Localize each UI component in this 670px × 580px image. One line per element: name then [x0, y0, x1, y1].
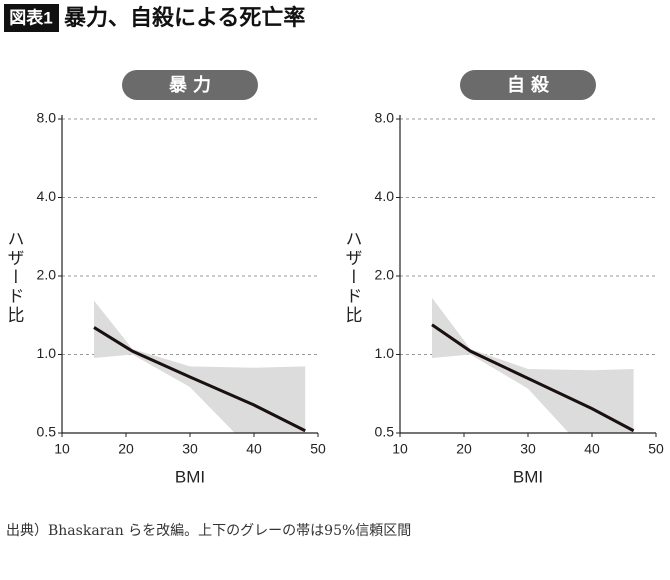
- y-tick-label: 1.0: [37, 345, 57, 361]
- x-tick-label: 30: [520, 441, 536, 457]
- badge: 図表1: [9, 7, 52, 27]
- y-tick-label: 8.0: [375, 110, 395, 126]
- panel-title: 暴力: [169, 75, 217, 95]
- x-tick-label: 40: [246, 441, 262, 457]
- y-tick-label: 0.5: [37, 424, 57, 440]
- figure-title: 暴力、自殺による死亡率: [63, 5, 305, 30]
- x-tick-label: 20: [456, 441, 472, 457]
- x-tick-label: 50: [310, 441, 326, 457]
- y-tick-label: 2.0: [375, 267, 395, 283]
- panel-title: 自殺: [507, 74, 555, 95]
- x-tick-label: 20: [118, 441, 134, 457]
- confidence-band: [94, 300, 306, 433]
- x-axis-label: BMI: [175, 467, 205, 486]
- confidence-band: [432, 297, 634, 433]
- badge-box: [4, 4, 59, 32]
- panel-title-box: [460, 70, 596, 100]
- x-tick-label: 10: [392, 441, 408, 457]
- x-tick-label: 50: [648, 441, 664, 457]
- x-tick-label: 30: [182, 441, 198, 457]
- x-tick-label: 40: [584, 441, 600, 457]
- x-tick-label: 10: [54, 441, 70, 457]
- y-tick-label: 2.0: [37, 267, 57, 283]
- hazard-line: [431, 323, 635, 433]
- y-axis-label: ハザード比: [5, 230, 24, 325]
- y-tick-label: 8.0: [37, 110, 57, 126]
- y-tick-label: 1.0: [375, 345, 395, 361]
- source-note: 出典）Bhaskaran らを改編。上下のグレーの帯は95%信頼区間: [6, 523, 411, 539]
- hazard-line: [93, 326, 306, 433]
- y-axis-label: ハザード比: [343, 230, 362, 325]
- panel-title-box: [122, 70, 258, 100]
- y-tick-label: 4.0: [375, 188, 395, 204]
- y-tick-label: 0.5: [375, 424, 395, 440]
- x-axis-label: BMI: [513, 467, 543, 486]
- y-tick-label: 4.0: [37, 188, 57, 204]
